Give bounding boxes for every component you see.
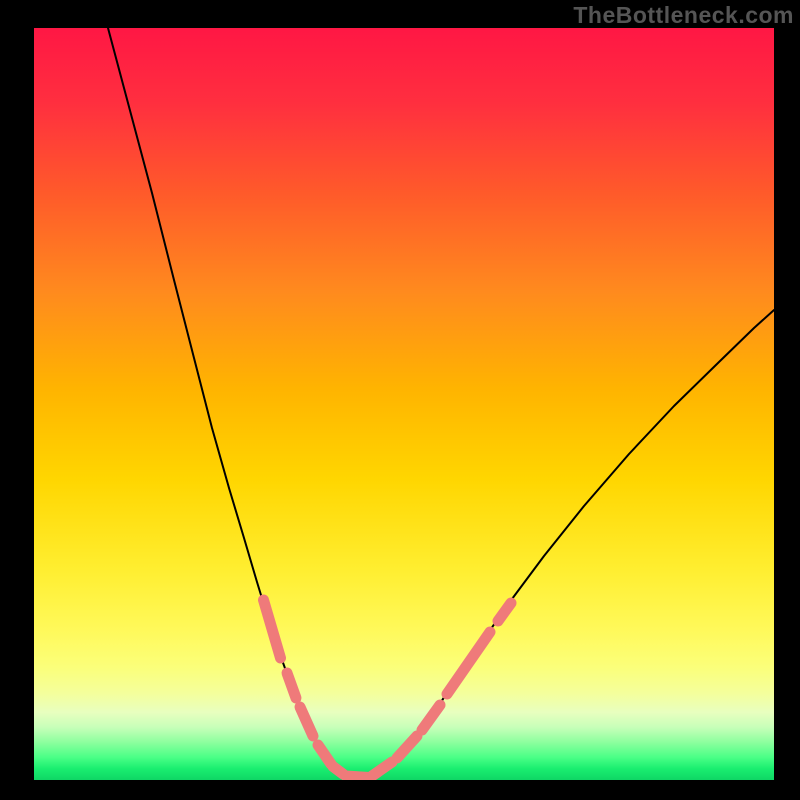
highlight-segments bbox=[264, 600, 512, 778]
highlight-segment bbox=[264, 600, 281, 658]
curve-layer bbox=[34, 28, 774, 780]
highlight-segment bbox=[422, 705, 440, 730]
attribution-label: TheBottleneck.com bbox=[573, 2, 794, 29]
highlight-segment bbox=[318, 745, 331, 764]
chart-frame: TheBottleneck.com bbox=[0, 0, 800, 800]
highlight-segment bbox=[447, 632, 490, 694]
plot-area bbox=[34, 28, 774, 780]
v-curve bbox=[108, 28, 774, 779]
highlight-segment bbox=[287, 673, 296, 698]
highlight-segment bbox=[372, 762, 392, 776]
highlight-segment bbox=[346, 776, 369, 778]
highlight-segment bbox=[498, 603, 511, 621]
highlight-segment bbox=[397, 736, 417, 758]
highlight-segment bbox=[300, 707, 313, 736]
